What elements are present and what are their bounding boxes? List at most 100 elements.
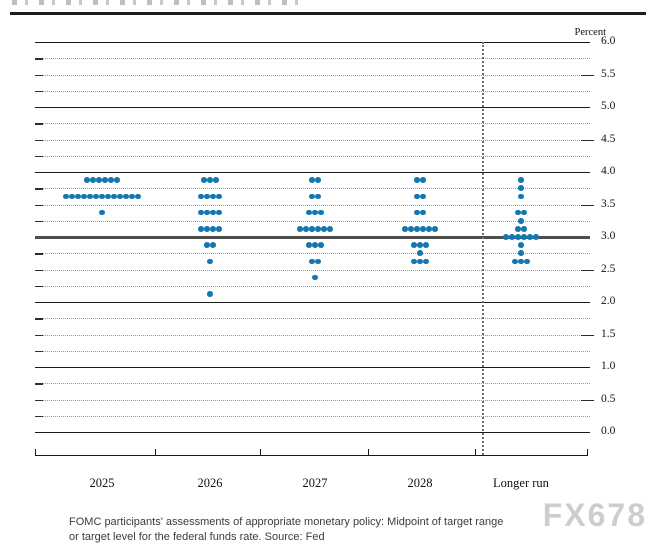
projection-dot bbox=[426, 226, 432, 232]
projection-dot bbox=[518, 242, 524, 248]
gridline-dotted bbox=[35, 155, 590, 157]
projection-dot bbox=[524, 258, 530, 265]
y-axis-tick-label: 4.5 bbox=[601, 132, 616, 145]
projection-dot bbox=[518, 177, 524, 183]
projection-dot bbox=[198, 226, 204, 232]
projection-dot bbox=[521, 226, 527, 232]
projection-dot bbox=[423, 242, 429, 248]
x-axis-line bbox=[35, 455, 588, 457]
y-axis-tick-label: 3.0 bbox=[601, 230, 616, 242]
projection-dot bbox=[414, 193, 420, 200]
projection-dot bbox=[414, 226, 420, 232]
projection-dot bbox=[420, 209, 426, 216]
y-axis-minor-tick bbox=[35, 220, 43, 223]
y-axis-tick-label: 5.5 bbox=[601, 67, 616, 80]
y-axis-minor-tick bbox=[35, 155, 43, 158]
projection-dot bbox=[309, 193, 315, 200]
y-axis-minor-tick bbox=[35, 188, 43, 190]
y-axis-minor-tick bbox=[35, 253, 43, 255]
y-axis-tick bbox=[581, 399, 594, 401]
projection-dot bbox=[518, 258, 524, 265]
gridline-dotted bbox=[35, 253, 590, 255]
gridline-dotted bbox=[35, 123, 590, 125]
projection-dot bbox=[216, 226, 222, 232]
gridline-solid bbox=[35, 432, 590, 433]
gridline-dotted bbox=[35, 74, 590, 76]
y-axis-tick bbox=[581, 269, 594, 271]
gridline-dotted bbox=[35, 269, 590, 271]
projection-dot bbox=[210, 242, 216, 248]
gridline-solid bbox=[35, 302, 590, 303]
projection-dot bbox=[527, 234, 533, 240]
y-axis-minor-tick bbox=[35, 334, 43, 336]
y-axis-minor-tick bbox=[35, 139, 43, 141]
gridline-dotted bbox=[35, 383, 590, 385]
projection-dot bbox=[321, 226, 327, 232]
projection-dot bbox=[309, 177, 315, 183]
projection-dot bbox=[414, 209, 420, 216]
gridline-dotted bbox=[35, 318, 590, 320]
gridline-dotted bbox=[35, 334, 590, 336]
projection-dot bbox=[207, 258, 213, 265]
y-axis-tick bbox=[581, 334, 594, 336]
gridline-dotted bbox=[35, 90, 590, 92]
projection-dot bbox=[303, 226, 309, 232]
projection-dot bbox=[135, 193, 141, 200]
gridline-solid bbox=[35, 236, 590, 239]
y-axis-tick-label: 4.0 bbox=[601, 165, 616, 177]
longer-run-separator-line bbox=[481, 42, 484, 455]
projection-dot bbox=[213, 177, 219, 183]
y-axis-minor-tick bbox=[35, 415, 43, 418]
y-axis-minor-tick bbox=[35, 58, 43, 60]
projection-dot bbox=[129, 193, 135, 200]
projection-dot bbox=[114, 177, 120, 183]
y-axis-minor-tick bbox=[35, 285, 43, 288]
projection-dot bbox=[518, 185, 524, 192]
projection-dot bbox=[533, 234, 539, 240]
projection-dot bbox=[123, 193, 129, 200]
projection-dot bbox=[87, 193, 93, 200]
gridline-solid bbox=[35, 367, 590, 368]
projection-dot bbox=[198, 209, 204, 216]
x-axis-label-2028: 2028 bbox=[407, 476, 433, 490]
y-axis-tick-label: 1.0 bbox=[601, 360, 616, 372]
y-axis-minor-tick bbox=[35, 383, 43, 385]
projection-dot bbox=[408, 226, 414, 232]
projection-dot bbox=[111, 193, 117, 200]
projection-dot bbox=[198, 193, 204, 200]
y-axis-minor-tick bbox=[35, 399, 43, 401]
y-axis-tick-label: 2.5 bbox=[601, 262, 616, 275]
y-axis-tick-label: 5.0 bbox=[601, 100, 616, 112]
projection-dot bbox=[309, 258, 315, 265]
x-axis-tick bbox=[368, 449, 370, 456]
x-axis-tick bbox=[260, 449, 262, 456]
caption-line-1: FOMC participants' assessments of approp… bbox=[69, 516, 504, 528]
gridline-dotted bbox=[35, 285, 590, 287]
projection-dot bbox=[306, 209, 312, 216]
projection-dot bbox=[63, 193, 69, 200]
projection-dot bbox=[99, 209, 105, 216]
projection-dot bbox=[99, 193, 105, 200]
projection-dot bbox=[93, 193, 99, 200]
projection-dot bbox=[518, 193, 524, 200]
gridline-dotted bbox=[35, 139, 590, 141]
x-axis-label-2027: 2027 bbox=[302, 476, 328, 490]
projection-dot bbox=[414, 177, 420, 183]
projection-dot bbox=[210, 226, 216, 232]
y-axis-minor-tick bbox=[35, 90, 43, 93]
projection-dot bbox=[210, 209, 216, 216]
projection-dot bbox=[297, 226, 303, 232]
projection-dot bbox=[420, 226, 426, 232]
y-axis-tick-label: 0.0 bbox=[601, 425, 616, 437]
projection-dot bbox=[521, 234, 527, 240]
caption-line-2: or target level for the federal funds ra… bbox=[69, 530, 325, 543]
gridline-dotted bbox=[35, 204, 590, 206]
y-axis-tick-label: 6.0 bbox=[601, 35, 616, 47]
projection-dot bbox=[423, 258, 429, 265]
projection-dot bbox=[105, 193, 111, 200]
projection-dot bbox=[108, 177, 114, 183]
x-axis-tick bbox=[587, 449, 589, 456]
cropped-text-remnants bbox=[12, 0, 302, 5]
y-axis-minor-tick bbox=[35, 318, 43, 320]
y-axis-minor-tick bbox=[35, 74, 43, 76]
